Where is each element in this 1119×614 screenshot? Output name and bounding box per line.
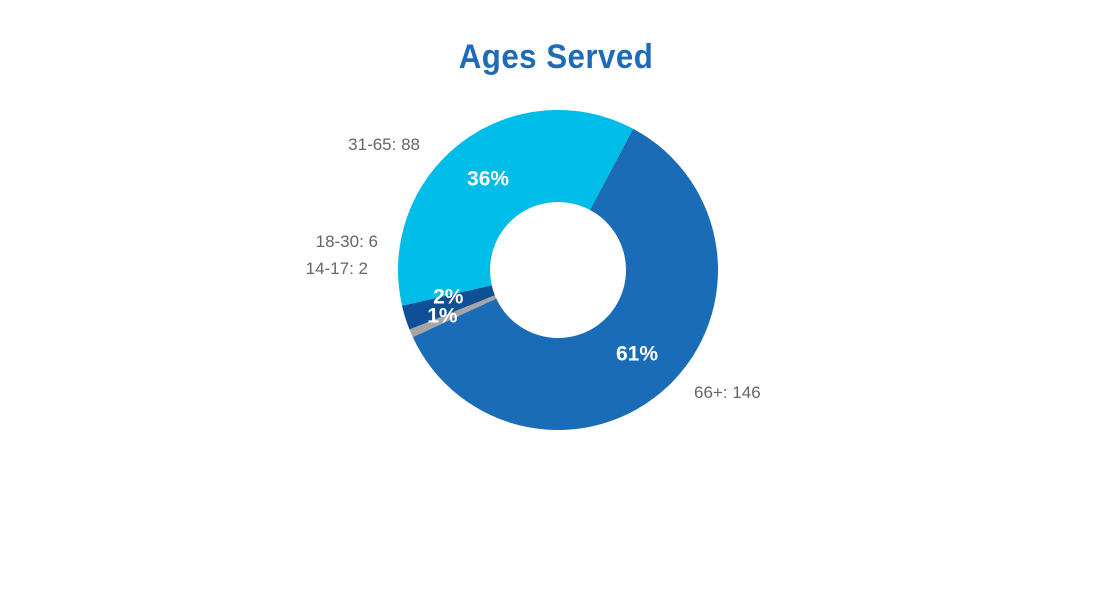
slice-31-65 <box>397 109 634 306</box>
category-label-18-30: 18-30: 6 <box>316 232 378 251</box>
slices-group <box>397 109 718 430</box>
percent-label-14-17: 1% <box>427 305 458 328</box>
slice-14-17 <box>409 295 497 338</box>
chart-title: Ages Served <box>458 38 654 76</box>
percent-label-18-30: 2% <box>433 285 464 308</box>
percent-labels-group: 61% 1%2% 36% <box>427 168 658 366</box>
category-label-66+: 66+: 146 <box>694 383 761 402</box>
category-label-14-17: 14-17: 2 <box>306 259 368 278</box>
slice-18-30 <box>402 285 495 330</box>
slice-66+ <box>412 128 718 430</box>
category-label-31-65: 31-65: 88 <box>348 135 420 154</box>
percent-label-31-65: 36% <box>467 168 509 191</box>
category-labels-group: 66+: 146 14-17: 2 18-30: 6 31-65: 88 <box>306 135 761 402</box>
percent-label-66+: 61% <box>616 343 658 366</box>
